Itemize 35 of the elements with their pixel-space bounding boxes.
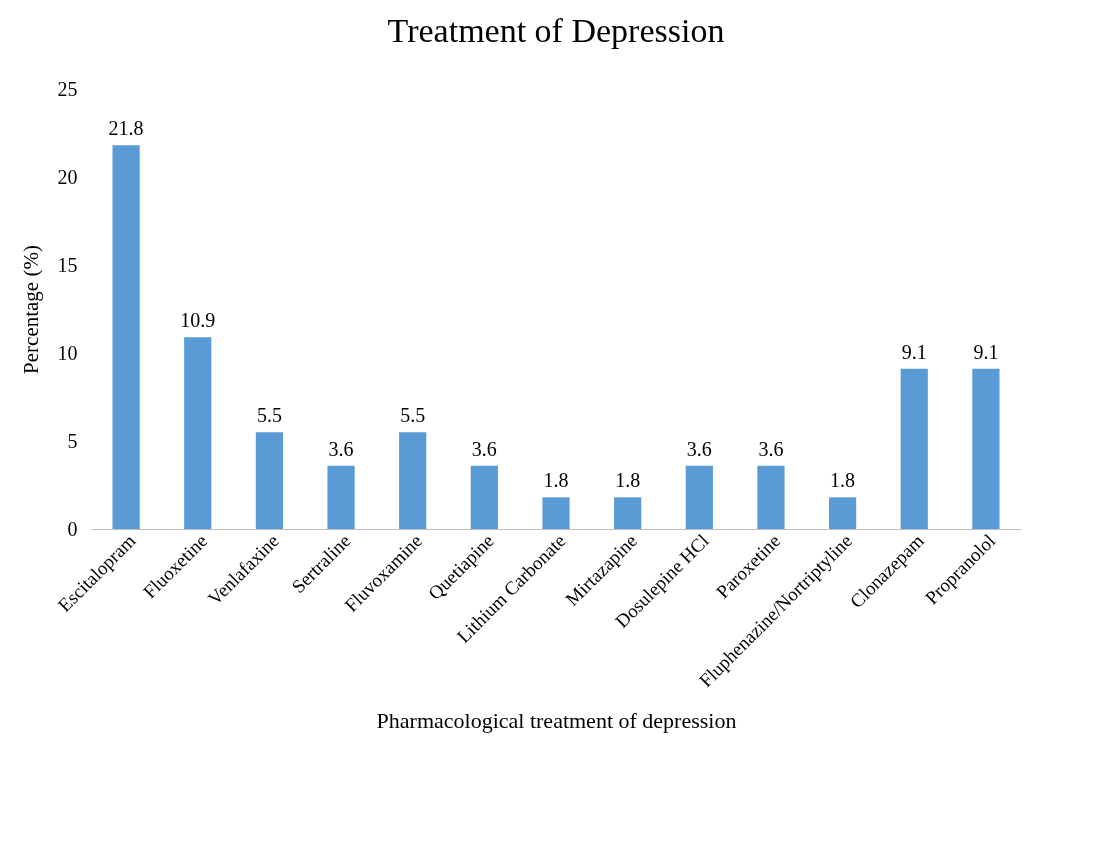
data-label: 9.1 bbox=[901, 340, 927, 363]
y-tick-label: 0 bbox=[67, 517, 78, 540]
bar bbox=[470, 465, 498, 529]
data-label: 3.6 bbox=[328, 437, 354, 460]
data-label: 21.8 bbox=[108, 117, 144, 140]
bar bbox=[972, 368, 1000, 529]
y-tick-label: 10 bbox=[57, 341, 78, 364]
bar bbox=[184, 337, 212, 529]
data-label: 3.6 bbox=[758, 437, 784, 460]
data-label: 3.6 bbox=[471, 437, 497, 460]
data-label: 9.1 bbox=[973, 340, 999, 363]
data-label: 1.8 bbox=[830, 469, 856, 492]
y-axis-title: Percentage (%) bbox=[18, 245, 43, 374]
bar bbox=[255, 432, 284, 529]
bar bbox=[900, 368, 928, 529]
y-tick-label: 25 bbox=[57, 77, 78, 100]
x-axis-title: Pharmacological treatment of depression bbox=[376, 708, 737, 734]
bar bbox=[112, 145, 140, 529]
data-label: 10.9 bbox=[180, 309, 216, 332]
data-label: 1.8 bbox=[615, 469, 641, 492]
bar bbox=[399, 432, 427, 529]
bar bbox=[327, 465, 355, 529]
y-tick-label: 20 bbox=[57, 165, 78, 188]
data-label: 3.6 bbox=[686, 437, 712, 460]
bar bbox=[828, 497, 857, 529]
data-label: 5.5 bbox=[256, 404, 282, 427]
data-label: 1.8 bbox=[543, 469, 569, 492]
bar bbox=[542, 497, 570, 529]
bar bbox=[757, 465, 785, 529]
y-tick-label: 5 bbox=[67, 429, 78, 452]
y-tick-label: 15 bbox=[57, 253, 78, 276]
bar bbox=[685, 465, 713, 529]
bar bbox=[614, 497, 642, 529]
chart-title: Treatment of Depression bbox=[387, 12, 725, 49]
data-label: 5.5 bbox=[400, 404, 426, 427]
